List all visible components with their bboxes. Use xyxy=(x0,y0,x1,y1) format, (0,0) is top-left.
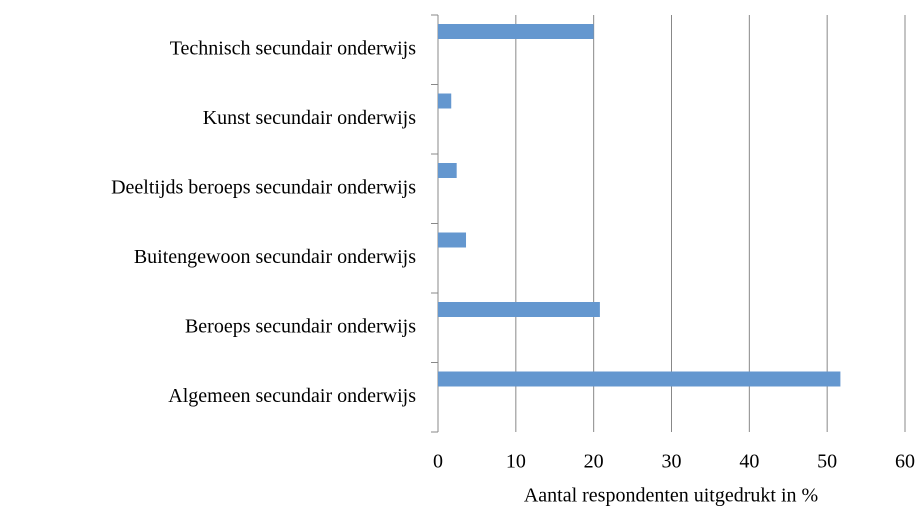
bar xyxy=(438,371,841,387)
y-tick-label: Algemeen secundair onderwijs xyxy=(168,385,416,407)
x-tick-label: 20 xyxy=(584,451,604,473)
y-tick-label: Technisch secundair onderwijs xyxy=(170,37,417,59)
x-axis-label: Aantal respondenten uitgedrukt in % xyxy=(524,485,818,507)
bar xyxy=(438,93,452,109)
y-tick-label: Buitengewoon secundair onderwijs xyxy=(134,246,416,268)
x-tick-label: 10 xyxy=(506,451,526,473)
y-tick-label: Beroeps secundair onderwijs xyxy=(185,315,416,337)
y-tick-label: Deeltijds beroeps secundair onderwijs xyxy=(111,176,416,198)
bar xyxy=(438,232,467,248)
bar xyxy=(438,163,457,178)
y-tick-label: Kunst secundair onderwijs xyxy=(203,107,417,129)
x-tick-label: 0 xyxy=(433,451,443,473)
x-tick-label: 50 xyxy=(817,451,837,473)
x-tick-label: 30 xyxy=(662,451,682,473)
x-tick-label: 40 xyxy=(739,451,759,473)
bar xyxy=(438,24,594,39)
bar xyxy=(438,302,600,317)
x-tick-label: 60 xyxy=(895,451,915,473)
